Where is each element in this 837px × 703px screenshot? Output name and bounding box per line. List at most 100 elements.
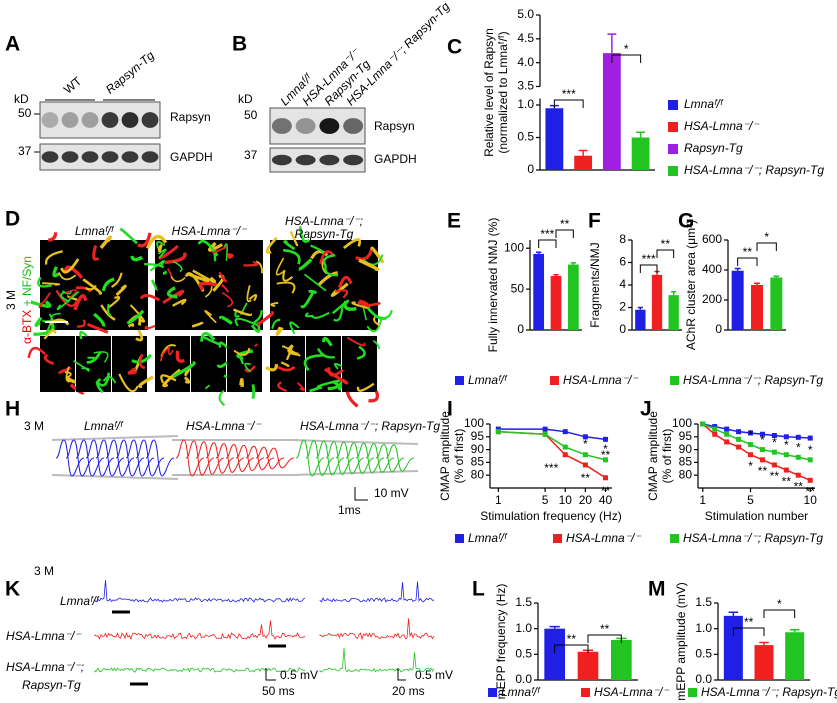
stain: [164, 251, 187, 265]
stain: [150, 279, 158, 292]
label: 50: [18, 106, 32, 120]
y-axis-label: mEPP amplitude (mV): [674, 582, 688, 700]
y-tick-label: 4: [619, 277, 626, 291]
significance: *: [748, 428, 753, 442]
stain: [127, 323, 135, 328]
marker: [582, 452, 588, 458]
legend-text: Lmnaᶠ/ᶠ: [501, 685, 541, 699]
label: 50: [244, 108, 258, 122]
stain: [270, 301, 279, 307]
band: [295, 154, 316, 166]
x-tick-label: 1: [495, 493, 502, 507]
stain: [298, 226, 311, 243]
stain: [366, 316, 383, 333]
significance: **: [806, 484, 816, 498]
stain: [186, 272, 210, 283]
y-axis-label: (normalized to Lmnaᶠ/ᶠ): [496, 31, 510, 153]
y-tick-label: 85: [679, 455, 693, 469]
band: [121, 151, 139, 163]
y-tick-label: 1.5: [695, 595, 712, 609]
y-tick-label: 0: [715, 322, 722, 336]
stain: [276, 281, 296, 294]
error-bar: [553, 274, 559, 276]
significance-bracket: [538, 239, 557, 248]
stain: [200, 331, 216, 342]
cmap-trace: [365, 443, 395, 473]
marker: [495, 426, 501, 432]
stain: [375, 309, 393, 319]
stain: [162, 289, 185, 304]
cmap-trace: [145, 439, 175, 477]
stain: [55, 289, 78, 307]
stain: [204, 286, 213, 298]
panel-letter: M: [648, 578, 666, 601]
legend-text: Lmnaᶠ/ᶠ: [684, 97, 724, 111]
panel-letter: K: [5, 578, 20, 601]
y-axis-label: Fragments/NMJ: [588, 242, 602, 327]
stain: [81, 367, 90, 373]
error-bar: [759, 641, 769, 646]
cmap-trace: [235, 444, 265, 472]
band: [343, 154, 364, 166]
stain: [244, 362, 252, 373]
significance: *: [748, 459, 753, 473]
bar: [754, 645, 774, 680]
y-tick-label: 2: [619, 300, 626, 314]
significance: **: [560, 217, 570, 231]
legend-swatch: [668, 122, 678, 132]
y-tick-label: 95: [471, 429, 485, 443]
marker: [562, 429, 568, 435]
stain: [322, 254, 336, 267]
stain: [93, 312, 106, 328]
legend-text: HSA-Lmna⁻/⁻: [684, 119, 760, 133]
error-bar: [773, 275, 780, 278]
cmap-trace: [125, 439, 155, 477]
y-tick-label: 80: [679, 467, 693, 481]
significance: **: [581, 471, 591, 485]
significance-bracket: [656, 249, 675, 258]
stain: [234, 317, 258, 327]
stain: [351, 301, 371, 310]
significance-bracket: [737, 257, 758, 266]
stain: [331, 299, 350, 315]
band: [101, 151, 119, 163]
marker: [759, 431, 765, 437]
bar: [577, 651, 599, 680]
bar: [751, 285, 763, 330]
label: 3 M: [34, 564, 54, 578]
significance-bracket: [587, 634, 622, 643]
label: 37: [244, 148, 258, 162]
stain: [79, 330, 88, 340]
stain: [160, 347, 171, 362]
y-tick-label: 0.0: [515, 672, 532, 686]
marker: [795, 472, 801, 478]
legend-text: Lmnaᶠ/ᶠ: [468, 373, 508, 387]
stain: [136, 232, 152, 248]
y-axis-label: mEPP frequency (Hz): [494, 584, 508, 700]
marker: [603, 475, 609, 481]
label: Lmnaᶠ/ᶠ: [60, 594, 100, 608]
label: 3 M: [24, 419, 44, 433]
label: Rapsyn-Tg: [103, 48, 157, 97]
envelope: [51, 474, 179, 480]
y-axis-label: Fully innervated NMJ (%): [486, 218, 500, 353]
stain: [201, 335, 222, 346]
y-tick-label: 100: [464, 416, 484, 430]
x-tick-label: 10: [804, 493, 818, 507]
stain: [244, 365, 256, 373]
stain: [64, 371, 72, 380]
stain: [317, 271, 338, 286]
legend-swatch: [668, 100, 678, 110]
y-tick-label: 95: [679, 429, 693, 443]
error-bar: [734, 267, 741, 271]
stain: [204, 384, 210, 390]
stain: [30, 300, 52, 308]
stain: [93, 351, 109, 363]
cmap-trace: [195, 441, 225, 475]
label: Rapsyn-Tg: [22, 678, 81, 692]
stain: [107, 296, 121, 309]
stain: [166, 286, 178, 299]
significance: ***: [540, 227, 554, 241]
mepp-trace: [94, 667, 306, 673]
stain: [85, 284, 97, 291]
